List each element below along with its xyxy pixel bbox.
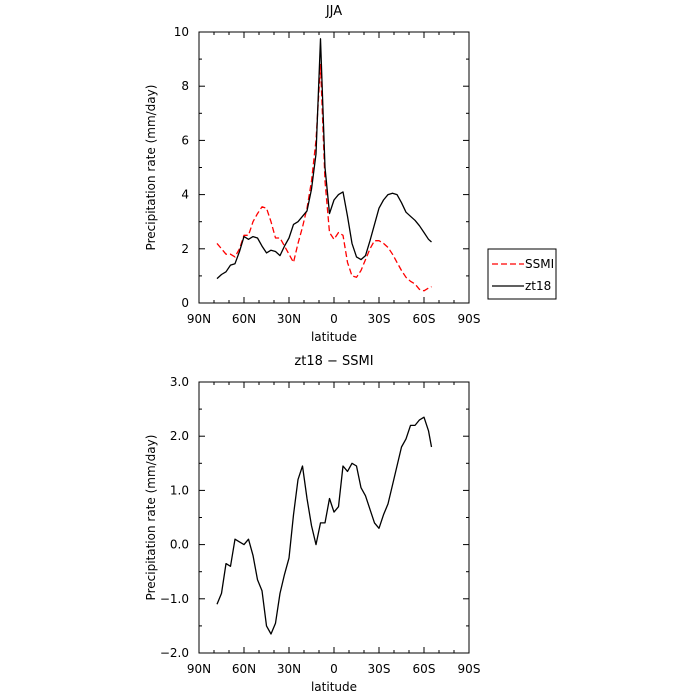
chart-title: JJA <box>325 4 342 19</box>
y-tick-label: 4 <box>181 188 189 202</box>
y-tick-label: −1.0 <box>160 592 189 606</box>
legend-box <box>487 248 557 300</box>
x-tick-label: 60S <box>413 662 436 676</box>
x-axis-label: latitude <box>311 680 357 694</box>
y-tick-label: −2.0 <box>160 646 189 660</box>
y-tick-label: 3.0 <box>170 375 189 389</box>
plot-frame <box>198 381 470 654</box>
x-tick-label: 90N <box>187 312 211 326</box>
y-tick-label: 1.0 <box>170 483 189 497</box>
x-tick-label: 0 <box>330 312 338 326</box>
chart-panel-1: JJA 90N 60N 30N 0 30S 60S 90S 0 2 4 6 8 10 latitude Pre… <box>144 4 557 344</box>
x-tick-label: 60N <box>232 312 256 326</box>
y-tick-label: 2 <box>181 242 189 256</box>
y-tick-label: 0.0 <box>170 538 189 552</box>
x-tick-label: 90N <box>187 662 211 676</box>
x-tick-label: 30N <box>277 662 301 676</box>
x-tick-label: 30S <box>368 662 391 676</box>
y-tick-label: 0 <box>181 296 189 310</box>
legend-label-ssmi: SSMI <box>525 257 554 271</box>
chart-panel-2: zt18 − SSMI 90N 60N 30N 0 30S 60S 90S −2.0 −1.0 0.… <box>144 354 480 694</box>
chart-title: zt18 − SSMI <box>294 354 373 369</box>
legend: SSMI zt18 <box>487 248 557 300</box>
y-tick-label: 8 <box>181 79 189 93</box>
x-tick-label: 60S <box>413 312 436 326</box>
y-tick-label: 2.0 <box>170 429 189 443</box>
x-tick-label: 30S <box>368 312 391 326</box>
legend-label-zt18: zt18 <box>525 279 551 293</box>
x-tick-label: 90S <box>458 312 481 326</box>
y-axis-label: Precipitation rate (mm/day) <box>144 85 158 251</box>
plot-frame <box>198 31 470 304</box>
y-tick-label: 10 <box>174 25 189 39</box>
series-line-difference <box>216 416 433 635</box>
x-axis-label: latitude <box>311 330 357 344</box>
x-tick-label: 0 <box>330 662 338 676</box>
series-line-ssmi <box>216 63 432 292</box>
series-line-zt18 <box>216 38 432 280</box>
y-tick-label: 6 <box>181 133 189 147</box>
x-tick-label: 90S <box>458 662 481 676</box>
x-tick-label: 30N <box>277 312 301 326</box>
y-axis-label: Precipitation rate (mm/day) <box>144 435 158 601</box>
x-tick-label: 60N <box>232 662 256 676</box>
